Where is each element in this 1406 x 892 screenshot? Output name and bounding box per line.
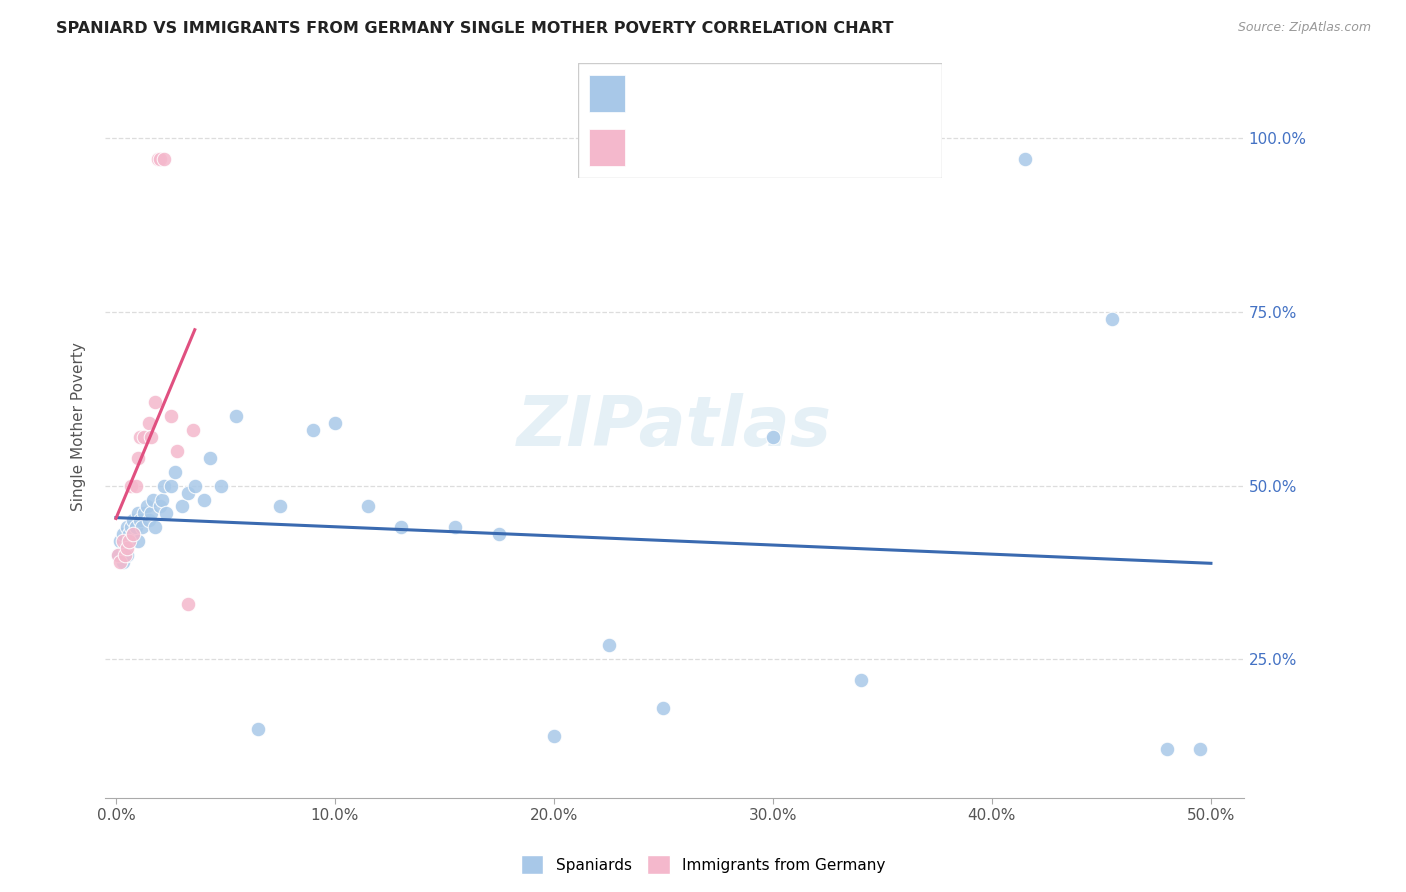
Point — [138, 513, 160, 527]
Point — [120, 520, 142, 534]
Point — [120, 534, 142, 549]
Y-axis label: Single Mother Poverty: Single Mother Poverty — [72, 343, 86, 511]
Point — [153, 478, 176, 492]
Point — [357, 500, 380, 514]
Point — [122, 513, 145, 527]
Point — [193, 492, 215, 507]
Point — [115, 548, 138, 562]
Point — [127, 450, 149, 465]
Point — [122, 527, 145, 541]
Point — [225, 409, 247, 424]
Text: ZIPatlas: ZIPatlas — [517, 393, 832, 460]
Point — [269, 500, 291, 514]
Point — [181, 423, 204, 437]
Point — [111, 555, 134, 569]
Point — [149, 153, 172, 167]
Point — [1188, 742, 1211, 756]
Point — [149, 500, 172, 514]
Point — [155, 507, 177, 521]
Point — [165, 465, 187, 479]
Point — [159, 409, 181, 424]
Legend: Spaniards, Immigrants from Germany: Spaniards, Immigrants from Germany — [515, 849, 891, 880]
Point — [146, 153, 169, 167]
Point — [118, 534, 141, 549]
Point — [177, 485, 200, 500]
Point — [111, 534, 134, 549]
Point — [389, 520, 412, 534]
Point — [134, 430, 156, 444]
Point — [142, 492, 165, 507]
Point — [488, 527, 510, 541]
Point — [122, 527, 145, 541]
Point — [302, 423, 325, 437]
Point — [107, 548, 129, 562]
Point — [150, 492, 173, 507]
Point — [120, 478, 142, 492]
Point — [118, 527, 141, 541]
Point — [177, 597, 200, 611]
Point — [143, 395, 166, 409]
Point — [323, 416, 346, 430]
Point — [110, 534, 132, 549]
Point — [139, 430, 162, 444]
Point — [1014, 153, 1036, 167]
Point — [124, 520, 146, 534]
Point — [111, 527, 134, 541]
Point — [1156, 742, 1178, 756]
Point — [543, 729, 565, 743]
Point — [135, 500, 157, 514]
Point — [129, 513, 152, 527]
Point — [115, 541, 138, 555]
Point — [110, 555, 132, 569]
Text: Source: ZipAtlas.com: Source: ZipAtlas.com — [1237, 21, 1371, 34]
Point — [107, 548, 129, 562]
Point — [444, 520, 467, 534]
Point — [138, 416, 160, 430]
Point — [170, 500, 193, 514]
Point — [166, 443, 188, 458]
Point — [127, 534, 149, 549]
Point — [184, 478, 207, 492]
Point — [652, 700, 675, 714]
Point — [153, 153, 176, 167]
Point — [849, 673, 872, 687]
Point — [598, 638, 620, 652]
Point — [114, 541, 136, 555]
Point — [198, 450, 221, 465]
Point — [762, 430, 785, 444]
Point — [115, 520, 138, 534]
Point — [127, 507, 149, 521]
Point — [134, 507, 156, 521]
Point — [143, 520, 166, 534]
Point — [1101, 312, 1123, 326]
Point — [247, 722, 270, 736]
Point — [124, 478, 146, 492]
Point — [209, 478, 232, 492]
Point — [131, 520, 153, 534]
Point — [114, 548, 136, 562]
Point — [129, 430, 152, 444]
Point — [159, 478, 181, 492]
Text: SPANIARD VS IMMIGRANTS FROM GERMANY SINGLE MOTHER POVERTY CORRELATION CHART: SPANIARD VS IMMIGRANTS FROM GERMANY SING… — [56, 21, 894, 36]
Point — [139, 507, 162, 521]
